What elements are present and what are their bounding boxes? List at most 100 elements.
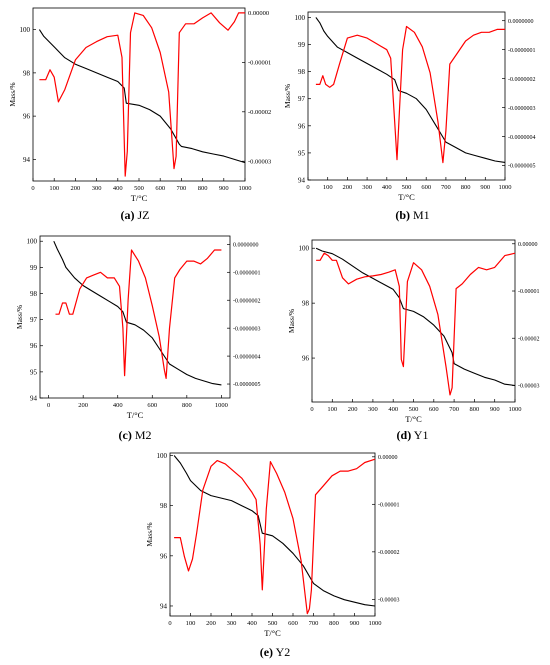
dtg-curve — [316, 252, 516, 396]
x-tick-label: 300 — [362, 184, 372, 191]
y-tick-label: 100 — [299, 245, 310, 253]
y2-tick-label: -0.0000001 — [508, 48, 536, 54]
caption-name-b: M1 — [413, 208, 430, 222]
x-tick-label: 800 — [329, 620, 339, 627]
y-axis-label: Mass/% — [8, 82, 17, 106]
y2-tick-label: -0.00003 — [248, 158, 271, 165]
y-axis-label: Mass/% — [15, 305, 24, 329]
caption-letter-d: (d) — [396, 428, 412, 442]
x-tick-label: 700 — [449, 406, 459, 413]
y-tick-label: 99 — [30, 264, 38, 272]
x-tick-label: 0 — [47, 402, 50, 409]
x-tick-label: 200 — [206, 620, 216, 627]
chart-panel-c: 0 200 400 600 800 1000 94 95 96 97 98 99 100 0.000000… — [0, 228, 270, 448]
caption-letter-b: (b) — [395, 208, 410, 222]
y2-tick-label: -0.0000005 — [508, 164, 536, 170]
x-tick-label: 0 — [168, 620, 171, 627]
mass-curve — [315, 247, 516, 387]
x-tick-label: 400 — [113, 185, 123, 192]
dtg-curve — [174, 458, 376, 615]
x-tick-label: 600 — [421, 184, 431, 191]
y-tick-label: 96 — [160, 552, 168, 560]
y-tick-label: 98 — [30, 290, 38, 298]
y2-tick-label: -0.00003 — [518, 384, 540, 390]
y2-tick-label: -0.00002 — [378, 550, 400, 556]
x-tick-label: 300 — [92, 185, 102, 192]
x-tick-label: 600 — [155, 185, 165, 192]
y2-tick-label: -0.0000005 — [233, 382, 261, 388]
mass-curve — [38, 29, 246, 164]
y-tick-label: 100 — [157, 452, 168, 460]
x-tick-label: 500 — [268, 620, 278, 627]
chart-a: 0 100 200 300 400 500 600 700 800 900 1000 94 96 98 10… — [8, 7, 271, 203]
dtg-curve — [315, 25, 505, 164]
x-tick-label: 500 — [409, 406, 419, 413]
y2-tick-label: -0.0000003 — [233, 326, 261, 332]
y2-tick-label: -0.00003 — [378, 598, 400, 604]
caption-e: (e) Y2 — [130, 645, 420, 660]
x-tick-label: 500 — [402, 184, 412, 191]
x-tick-label: 200 — [71, 185, 81, 192]
y2-tick-label: -0.0000004 — [508, 135, 536, 141]
chart-b: 0 100 200 300 400 500 600 700 800 900 1000 94 95 96 97… — [283, 11, 536, 202]
y2-tick-label: -0.0000002 — [508, 77, 536, 83]
y2-tick-label: 0.0000000 — [508, 19, 534, 25]
x-tick-label: 300 — [227, 620, 237, 627]
x-axis-label: T/°C — [405, 414, 422, 424]
caption-a: (a) JZ — [0, 208, 270, 223]
x-tick-label: 800 — [198, 185, 208, 192]
x-tick-label: 100 — [49, 185, 59, 192]
y-axis-label: Mass/% — [283, 84, 292, 108]
caption-letter-e: (e) — [259, 645, 274, 659]
x-tick-label: 700 — [309, 620, 319, 627]
y2-tick-label: -0.00001 — [518, 289, 540, 295]
x-tick-label: 100 — [186, 620, 196, 627]
plot-frame — [307, 11, 506, 181]
plot-frame — [169, 452, 376, 617]
y-tick-label: 95 — [30, 368, 38, 376]
x-axis-label: T/°C — [264, 628, 281, 638]
x-axis-label: T/°C — [127, 410, 144, 420]
x-tick-label: 500 — [134, 185, 144, 192]
x-tick-label: 700 — [177, 185, 187, 192]
x-tick-label: 400 — [382, 184, 392, 191]
y-tick-label: 100 — [20, 26, 31, 34]
x-tick-label: 1000 — [369, 620, 382, 627]
chart-d: 0 100 200 300 400 500 600 700 800 900 1000 96 98 100 0… — [287, 239, 540, 424]
x-tick-label: 900 — [350, 620, 360, 627]
caption-d: (d) Y1 — [275, 428, 550, 443]
x-tick-label: 800 — [470, 406, 480, 413]
caption-name-a: JZ — [137, 208, 150, 222]
y-axis-label: Mass/% — [287, 309, 296, 333]
y2-tick-label: 0.00000 — [248, 10, 269, 17]
mass-curve — [173, 455, 376, 607]
x-tick-label: 900 — [490, 406, 500, 413]
x-tick-label: 800 — [461, 184, 471, 191]
y2-tick-label: -0.00001 — [378, 503, 400, 509]
caption-name-e: Y2 — [275, 645, 291, 659]
x-tick-label: 900 — [219, 185, 229, 192]
mass-curve — [315, 17, 506, 163]
y-tick-label: 97 — [298, 95, 306, 103]
y2-tick-label: 0.00000 — [518, 242, 538, 248]
y2-tick-label: -0.00001 — [248, 60, 271, 67]
chart-c: 0 200 400 600 800 1000 94 95 96 97 98 99 100 0.000000… — [15, 235, 261, 420]
y-tick-label: 96 — [23, 113, 31, 121]
x-tick-label: 600 — [288, 620, 298, 627]
chart-e: 0 100 200 300 400 500 600 700 800 900 1000 94 96 98 10… — [145, 452, 400, 638]
y-tick-label: 96 — [298, 122, 306, 130]
plot-frame — [39, 235, 231, 399]
y2-tick-label: -0.00002 — [518, 336, 540, 342]
caption-c: (c) M2 — [0, 428, 270, 443]
x-tick-label: 600 — [147, 402, 157, 409]
x-tick-label: 100 — [327, 406, 337, 413]
y-tick-label: 97 — [30, 316, 38, 324]
caption-name-c: M2 — [134, 428, 152, 442]
x-tick-label: 200 — [78, 402, 88, 409]
y2-tick-label: -0.0000002 — [233, 298, 261, 304]
caption-letter-a: (a) — [120, 208, 135, 222]
caption-b: (b) M1 — [275, 208, 550, 223]
y-tick-label: 98 — [298, 68, 306, 76]
y2-tick-label: -0.00002 — [248, 109, 271, 116]
y-tick-label: 98 — [160, 502, 168, 510]
